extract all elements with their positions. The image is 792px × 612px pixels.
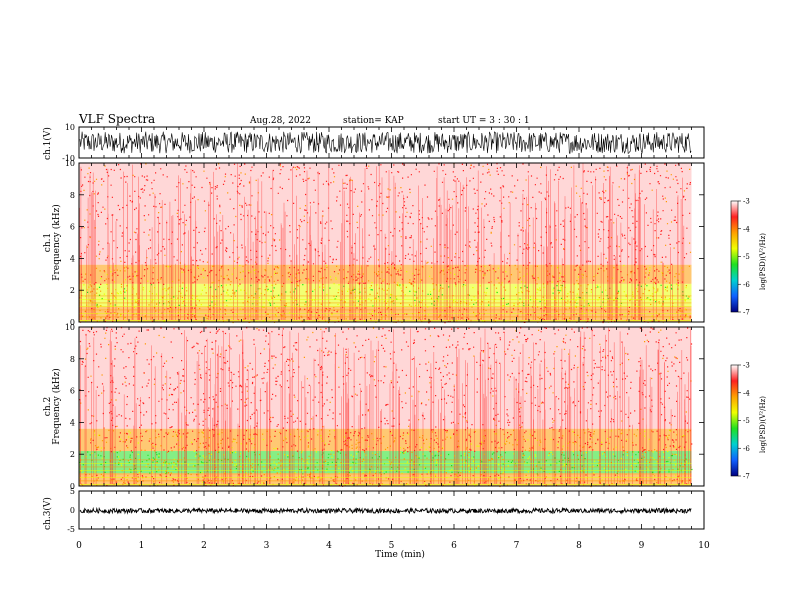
ch2-colorbar-label: log(PSD)(V²/Hz) (759, 396, 767, 453)
ch1-waveform-ylabel: ch.1(V) (42, 127, 53, 160)
date-label: Aug.28, 2022 (249, 116, 311, 126)
spectrogram-ylabel: ch.1 (43, 233, 53, 252)
station-label: station= KAP (343, 116, 404, 126)
colorbar-tick-label: -6 (743, 281, 750, 289)
ch1-waveform-ytick-label: 10 (65, 123, 75, 132)
spectrogram-band (79, 428, 692, 452)
ch1-colorbar-label: log(PSD)(V²/Hz) (759, 233, 767, 290)
colorbar-gradient (730, 364, 739, 477)
spectrogram-ytick-label: 2 (70, 450, 75, 459)
ch1-colorbar: -3 -4 -5 -6 -7 (730, 198, 750, 317)
spectrogram-ylabel: Frequency (kHz) (51, 368, 62, 445)
ch3-waveform-ytick-label: 5 (70, 487, 75, 496)
spectrogram-streaks (79, 327, 692, 484)
ch1-waveform-panel: 10 -10 (62, 123, 705, 163)
ch3-waveform-panel: 5 0 -5 (67, 487, 705, 534)
spectrogram-ytick-label: 0 (70, 482, 75, 491)
colorbar-tick-label: -3 (743, 198, 750, 206)
spectrogram-ylabel: Frequency (kHz) (51, 204, 62, 281)
x-axis-tick-label: 6 (451, 541, 457, 551)
spectrogram-speckle (79, 327, 693, 430)
colorbar-tick-label: -4 (743, 225, 750, 233)
x-axis-tick-label: 9 (639, 541, 645, 551)
colorbar-tick-label: -3 (743, 362, 750, 370)
x-axis-tick-label: 1 (139, 541, 145, 551)
ch1-waveform-trace (79, 131, 692, 154)
x-axis-tick-label: 4 (326, 541, 332, 551)
x-axis-tick-label: 3 (264, 541, 270, 551)
spectrogram-speckle (80, 264, 684, 285)
colorbar-tick-label: -7 (743, 309, 750, 317)
spectrogram-streaks (79, 163, 685, 320)
ch3-waveform-ytick-label: -5 (67, 525, 75, 534)
x-axis-tick-label: 10 (698, 541, 710, 551)
ch3-waveform-ytick-label: 0 (70, 506, 75, 515)
spectrogram-ytick-label: 6 (70, 387, 75, 396)
x-axis-tick-label: 7 (514, 541, 520, 551)
spectrogram-speckle (79, 451, 693, 475)
ch3-waveform-ylabel: ch.3(V) (42, 497, 53, 530)
figure-title: VLF Spectra (78, 112, 155, 126)
spectrogram-ytick-label: 6 (70, 223, 75, 232)
ch3-waveform-trace (79, 506, 692, 515)
spectrogram-ytick-label: 10 (65, 323, 75, 332)
ch1-spectrogram-panel: 10 8 6 4 2 0 ch.1 Frequency (kHz) (43, 159, 705, 327)
spectrogram-speckle (80, 473, 691, 487)
x-axis-label: Time (min) (375, 549, 425, 560)
spectrogram-ytick-label: 0 (70, 318, 75, 327)
spectrogram-ytick-label: 8 (70, 191, 75, 200)
time-axis: 0 1 2 3 4 5 6 7 8 9 10 (76, 541, 710, 551)
colorbar-tick-label: -5 (743, 253, 750, 261)
ch1-waveform-ytick-label: -10 (62, 154, 75, 163)
spectrogram-speckle (79, 306, 691, 324)
colorbar-gradient (730, 200, 739, 313)
x-axis-tick-label: 8 (576, 541, 582, 551)
spectrogram-band (79, 451, 692, 474)
spectrogram-ytick-label: 2 (70, 286, 75, 295)
start-time-label: start UT = 3 : 30 : 1 (438, 116, 530, 126)
colorbar-tick-label: -4 (743, 389, 750, 397)
spectrogram-ytick-label: 10 (65, 159, 75, 168)
colorbar-tick-label: -6 (743, 445, 750, 453)
colorbar-tick-label: -5 (743, 417, 750, 425)
ch2-colorbar: -3 -4 -5 -6 -7 (730, 362, 750, 481)
spectrogram-ylabel: ch.2 (43, 397, 53, 416)
ch2-spectrogram-panel: 10 8 6 4 2 0 ch.2 Frequency (kHz) (43, 323, 705, 491)
x-axis-tick-label: 0 (76, 541, 82, 551)
colorbar-tick-label: -7 (743, 473, 750, 481)
spectrogram-band (79, 327, 692, 429)
spectrogram-ytick-label: 4 (70, 418, 75, 427)
spectrogram-ytick-label: 4 (70, 254, 75, 263)
spectrogram-ytick-label: 8 (70, 355, 75, 364)
x-axis-tick-label: 5 (389, 541, 395, 551)
x-axis-tick-label: 2 (201, 541, 207, 551)
